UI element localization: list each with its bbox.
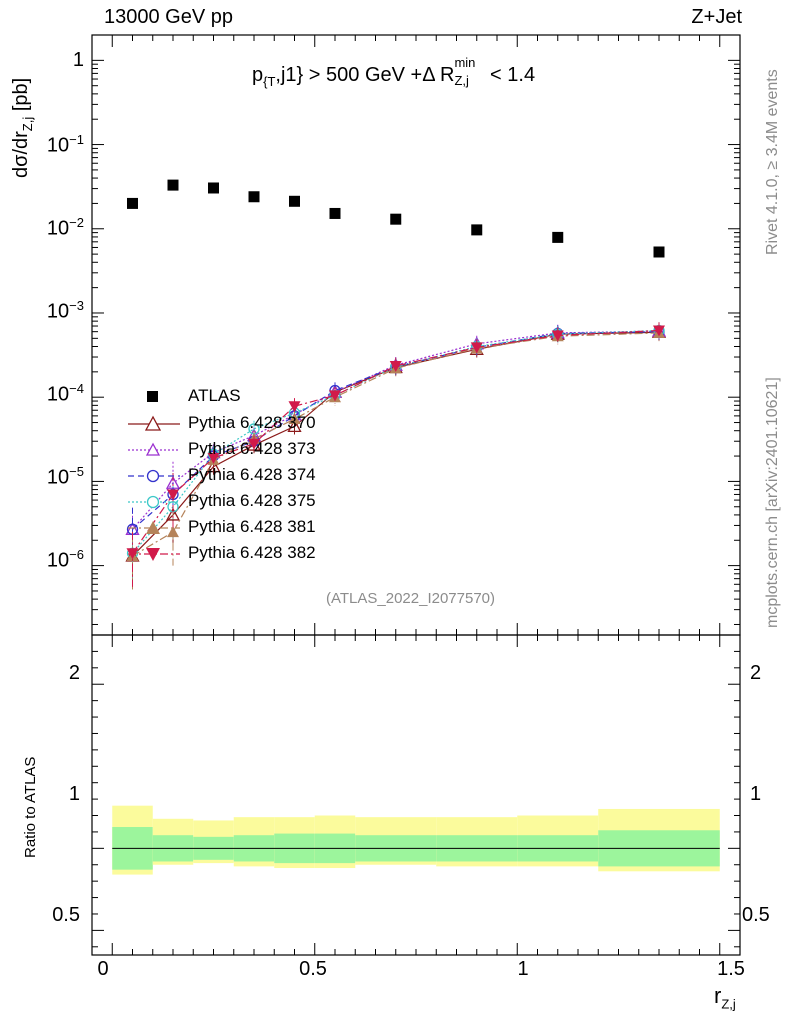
ratio-tick-0.5: 0.5 — [52, 904, 80, 926]
legend-marker-open-circle-icon — [128, 469, 180, 483]
ratio-axis-label: Ratio to ATLAS — [22, 756, 39, 858]
y-tick-1e-1: 10−1 — [46, 132, 84, 157]
series-point — [206, 459, 221, 473]
energy-label: 13000 GeV pp — [104, 6, 233, 28]
atlas-data-point — [653, 246, 665, 258]
ratio-tick-1-right: 1 — [750, 783, 762, 805]
series-point — [248, 438, 260, 450]
y-tick-1e-6: 10−6 — [46, 547, 84, 572]
legend-marker-open-triangle-icon — [128, 415, 180, 431]
y-tick-1: 1 — [72, 49, 84, 71]
atlas-data-point — [289, 195, 300, 207]
series-line — [132, 331, 660, 530]
series-line — [132, 332, 660, 557]
y-tick-1e-5: 10−5 — [46, 464, 84, 489]
ratio-tick-2: 2 — [68, 662, 80, 684]
x-tick-1.5: 1.5 — [717, 958, 745, 980]
series-point — [165, 507, 181, 521]
series-point — [470, 342, 483, 354]
atlas-data-point — [552, 231, 564, 243]
legend-marker-square-icon — [147, 391, 158, 402]
ratio-tick-2-right: 2 — [750, 662, 762, 684]
y-tick-1e-3: 10−3 — [46, 298, 84, 323]
series-point — [287, 419, 302, 433]
ratio-frame — [91, 634, 741, 956]
atlas-data-point — [248, 191, 260, 203]
atlas-data-point — [127, 197, 138, 209]
rivet-label: Rivet 4.1.0, ≥ 3.4M events — [764, 69, 781, 255]
x-tick-0.5: 0.5 — [299, 958, 327, 980]
y-tick-1e-2: 10−2 — [46, 215, 84, 240]
series-line — [132, 329, 660, 554]
series-point — [167, 489, 179, 501]
series-line — [132, 329, 660, 554]
atlas-data-point — [471, 224, 483, 236]
process-label: Z+Jet — [691, 6, 742, 28]
atlas-data-point — [208, 182, 219, 194]
series-point — [329, 390, 341, 402]
series-point — [653, 325, 665, 337]
series-point — [551, 330, 564, 342]
x-axis-label: rZ,j — [714, 983, 736, 1012]
ratio-tick-1: 1 — [68, 783, 80, 805]
atlas-data-point — [390, 213, 402, 225]
series-point — [167, 526, 179, 538]
series-point — [207, 452, 220, 464]
y-axis-label: dσ/drZ,j [pb] — [10, 77, 35, 178]
series-line — [132, 331, 660, 557]
series-point — [288, 413, 301, 425]
ratio-tick-0.5-right: 0.5 — [742, 904, 770, 926]
analysis-id: (ATLAS_2022_I2077570) — [326, 590, 496, 607]
mcplots-label: mcplots.cern.ch [arXiv:2401.10621] — [764, 377, 781, 628]
x-tick-1: 1 — [517, 958, 529, 980]
series-point — [389, 360, 402, 372]
atlas-data-point — [329, 207, 341, 219]
atlas-data-point — [167, 179, 179, 191]
legend-marker-filled-down-triangle-icon — [128, 548, 180, 561]
legend-marker-open-triangle-icon — [128, 442, 180, 456]
x-tick-0: 0 — [97, 958, 109, 980]
y-tick-1e-4: 10−4 — [46, 381, 84, 406]
legend-marker-open-circle-icon — [128, 495, 180, 509]
series-point — [288, 401, 301, 413]
legend-marker-filled-triangle-icon — [128, 521, 180, 534]
